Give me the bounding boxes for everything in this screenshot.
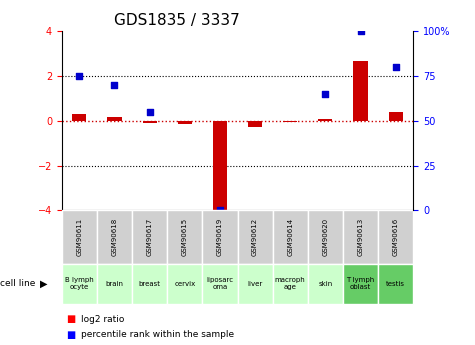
Bar <box>142 121 157 123</box>
Text: GSM90619: GSM90619 <box>217 218 223 256</box>
Text: ■: ■ <box>66 315 76 324</box>
Text: T lymph
oblast: T lymph oblast <box>346 277 375 290</box>
Text: skin: skin <box>318 281 332 287</box>
Text: GSM90620: GSM90620 <box>323 218 328 256</box>
Bar <box>167 210 202 264</box>
Bar <box>378 264 413 304</box>
Point <box>146 109 153 115</box>
Text: brain: brain <box>105 281 124 287</box>
Text: liver: liver <box>247 281 263 287</box>
Point <box>76 73 83 79</box>
Bar <box>318 119 332 121</box>
Bar <box>62 264 97 304</box>
Bar <box>238 264 273 304</box>
Text: GSM90615: GSM90615 <box>182 218 188 256</box>
Text: GSM90611: GSM90611 <box>76 218 82 256</box>
Bar <box>378 210 413 264</box>
Bar <box>167 264 202 304</box>
Text: cervix: cervix <box>174 281 195 287</box>
Bar <box>308 210 343 264</box>
Bar <box>178 121 192 124</box>
Bar <box>248 121 262 127</box>
Text: macroph
age: macroph age <box>275 277 305 290</box>
Bar <box>62 210 97 264</box>
Text: GSM90617: GSM90617 <box>147 218 152 256</box>
Bar <box>343 264 378 304</box>
Text: ▶: ▶ <box>40 279 48 289</box>
Bar <box>72 114 86 121</box>
Text: testis: testis <box>386 281 405 287</box>
Text: liposarc
oma: liposarc oma <box>206 277 234 290</box>
Text: percentile rank within the sample: percentile rank within the sample <box>81 331 234 339</box>
Point <box>216 208 224 213</box>
Bar <box>343 210 378 264</box>
Bar <box>202 264 238 304</box>
Point <box>357 28 364 34</box>
Text: GSM90616: GSM90616 <box>393 218 399 256</box>
Bar <box>389 112 403 121</box>
Bar <box>273 210 308 264</box>
Bar <box>132 210 167 264</box>
Text: log2 ratio: log2 ratio <box>81 315 124 324</box>
Text: GSM90612: GSM90612 <box>252 218 258 256</box>
Bar <box>213 121 227 213</box>
Text: ■: ■ <box>66 330 76 340</box>
Text: breast: breast <box>139 281 161 287</box>
Point <box>392 64 399 70</box>
Bar <box>283 121 297 122</box>
Text: GSM90614: GSM90614 <box>287 218 293 256</box>
Bar <box>238 210 273 264</box>
Text: GDS1835 / 3337: GDS1835 / 3337 <box>114 13 240 29</box>
Bar <box>107 117 122 121</box>
Bar <box>132 264 167 304</box>
Bar <box>308 264 343 304</box>
Text: GSM90613: GSM90613 <box>358 218 363 256</box>
Text: GSM90618: GSM90618 <box>112 218 117 256</box>
Bar <box>97 264 132 304</box>
Bar <box>273 264 308 304</box>
Bar <box>202 210 238 264</box>
Text: cell line: cell line <box>0 279 35 288</box>
Bar <box>353 61 368 121</box>
Point <box>322 91 329 97</box>
Point <box>111 82 118 88</box>
Text: B lymph
ocyte: B lymph ocyte <box>65 277 94 290</box>
Bar <box>97 210 132 264</box>
